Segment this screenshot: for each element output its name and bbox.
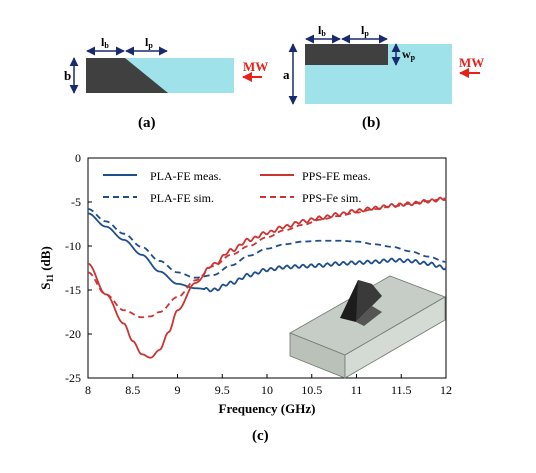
caption-c: (c) (252, 428, 269, 444)
insert-a (86, 58, 168, 93)
y-axis-title: S11 (dB) (38, 246, 55, 290)
legend-label-pps-sim: PPS-Fe sim. (302, 191, 361, 205)
series-group (87, 196, 447, 359)
y-tick-label: -25 (65, 371, 81, 385)
insert-3d-top (356, 306, 382, 326)
x-tick-label: 11 (351, 383, 363, 397)
box-side (344, 296, 446, 379)
x-tick-label: 12 (440, 383, 452, 397)
x-tick-label: 11.5 (391, 383, 412, 397)
insert-3d-side (356, 280, 382, 322)
x-tick-label: 10 (261, 383, 273, 397)
label-a: a (283, 67, 290, 82)
mw-label-b: MW (459, 55, 484, 70)
inset-3d-model (289, 275, 446, 379)
mw-label-a: MW (243, 59, 268, 74)
insert-b (305, 44, 388, 65)
y-tick-label: 0 (75, 151, 81, 165)
x-tick-label: 9 (175, 383, 181, 397)
label-lp-b: lp (361, 23, 369, 38)
label-lp-a: lp (145, 35, 153, 50)
y-tick-label: -20 (65, 327, 81, 341)
legend-label-pla-meas: PLA-FE meas. (150, 169, 221, 183)
legend-label-pps-meas: PPS-FE meas. (302, 169, 371, 183)
panel-a-diagram: b lb lp MW (64, 35, 268, 94)
legend-label-pla-sim: PLA-FE sim. (150, 191, 214, 205)
s11-chart: 0 -5 -10 -15 -20 -25 8 8.5 9 9.5 10 10.5 11 11.5 12 P… (38, 151, 452, 416)
y-axis-ticks: 0 -5 -10 -15 -20 -25 (65, 151, 92, 385)
x-tick-label: 8 (85, 383, 91, 397)
x-tick-label: 9.5 (215, 383, 230, 397)
panel-b-diagram: a lb lp wp MW (283, 23, 484, 105)
x-axis-title: Frequency (GHz) (219, 401, 316, 416)
label-wp: wp (402, 47, 416, 62)
label-lb-b: lb (318, 23, 326, 38)
legend: PLA-FE meas. PPS-FE meas. PLA-FE sim. PP… (103, 169, 371, 205)
label-b: b (64, 68, 71, 83)
series-line-0 (87, 212, 447, 293)
x-tick-label: 8.5 (125, 383, 140, 397)
caption-a: (a) (138, 115, 156, 131)
x-axis-ticks: 8 8.5 9 9.5 10 10.5 11 11.5 12 (85, 374, 452, 397)
y-tick-label: -15 (65, 283, 81, 297)
label-lb-a: lb (101, 35, 109, 50)
x-tick-label: 10.5 (301, 383, 322, 397)
y-tick-label: -10 (65, 239, 81, 253)
y-tick-label: -5 (71, 195, 81, 209)
series-line-2 (87, 208, 447, 279)
series-line-3 (87, 197, 447, 319)
caption-b: (b) (362, 115, 380, 131)
